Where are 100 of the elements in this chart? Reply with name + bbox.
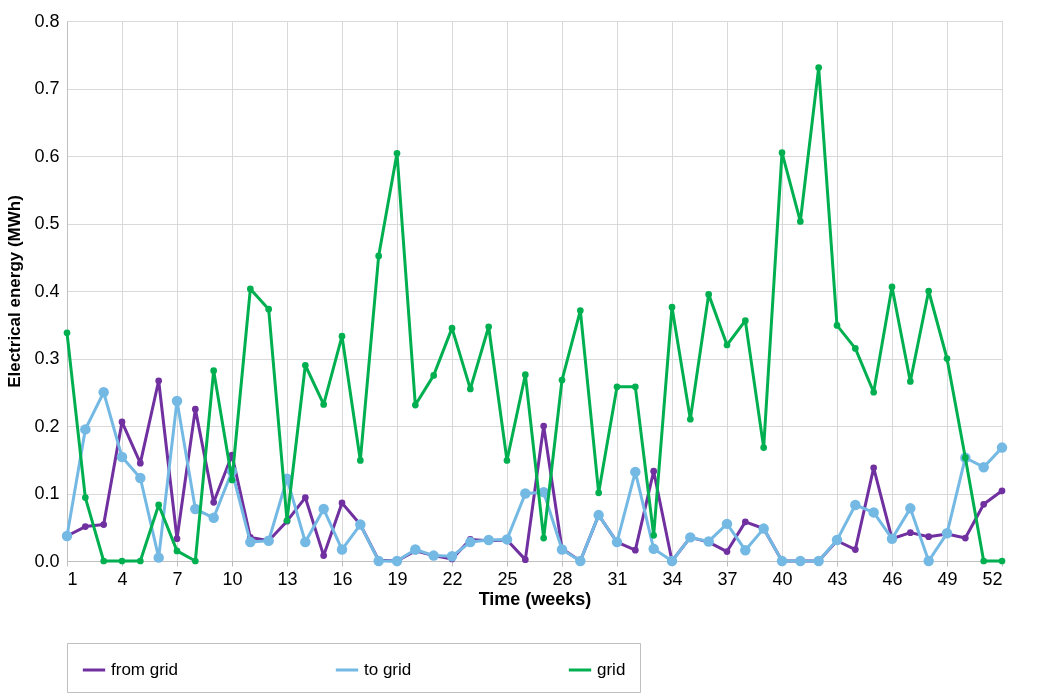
x-tick-label: 25 [497, 568, 518, 589]
point [208, 512, 219, 524]
x-axis-title: Time (weeks) [478, 588, 592, 609]
point [943, 355, 951, 362]
point [338, 499, 346, 507]
point [301, 494, 309, 501]
point [815, 64, 823, 71]
point [741, 518, 749, 526]
point [540, 534, 548, 542]
x-tick-label: 28 [552, 568, 573, 589]
x-tick-label: 34 [662, 568, 683, 589]
x-tick-label: 49 [937, 568, 958, 589]
point [998, 487, 1006, 495]
point [740, 544, 751, 556]
point [191, 557, 199, 565]
x-tick-label: 1 [67, 568, 78, 589]
point [870, 388, 878, 396]
point [446, 551, 458, 562]
point [996, 442, 1008, 453]
point [760, 444, 768, 451]
point [925, 533, 933, 541]
point [925, 287, 933, 295]
point [136, 557, 144, 565]
point [595, 489, 603, 497]
x-tick-label: 4 [117, 568, 128, 589]
point [466, 385, 474, 393]
point [118, 557, 126, 565]
point [210, 498, 218, 506]
point [338, 332, 346, 340]
point [210, 367, 218, 374]
y-tick-label: 0.3 [34, 348, 60, 368]
point [155, 501, 163, 509]
point [870, 464, 878, 472]
legend-label: grid [597, 660, 626, 679]
point [721, 518, 733, 530]
point [411, 401, 419, 409]
point [558, 376, 566, 384]
point [265, 305, 273, 313]
point [650, 467, 658, 475]
point [741, 317, 749, 325]
point [978, 461, 989, 473]
point [301, 361, 309, 369]
point [336, 544, 348, 555]
point [631, 383, 639, 391]
y-tick-label: 0.1 [34, 483, 60, 503]
point [521, 556, 529, 563]
point [320, 552, 328, 559]
point [356, 457, 364, 464]
point [80, 424, 91, 435]
point [98, 387, 109, 398]
x-tick-label: 40 [772, 568, 793, 589]
point [318, 503, 329, 515]
y-tick-label: 0.0 [34, 550, 60, 571]
point [923, 555, 934, 567]
point [668, 303, 676, 311]
point [63, 329, 71, 337]
x-tick-label: 52 [982, 568, 1003, 589]
y-tick-label: 0.6 [34, 145, 60, 166]
point [520, 488, 531, 499]
point [136, 459, 144, 467]
point [630, 466, 641, 478]
point [393, 149, 401, 157]
point [228, 476, 236, 484]
legend-label: to grid [364, 660, 412, 679]
point [631, 546, 639, 554]
x-tick-label: 19 [387, 568, 408, 589]
legend-label: from grid [111, 660, 179, 679]
point [576, 307, 584, 314]
point [171, 395, 183, 407]
point [246, 285, 254, 293]
point [796, 218, 804, 225]
point [155, 377, 163, 385]
point [961, 534, 969, 542]
point [613, 383, 621, 391]
point [850, 499, 861, 511]
y-tick-label: 0.5 [34, 213, 60, 233]
y-tick-label: 0.8 [34, 10, 60, 31]
point [100, 521, 108, 528]
point [503, 457, 511, 464]
x-tick-label: 31 [607, 568, 628, 589]
point [153, 552, 164, 563]
point [686, 415, 694, 423]
point [81, 494, 89, 501]
x-tick-label: 13 [277, 568, 298, 589]
point [980, 500, 988, 508]
y-tick-label: 0.7 [34, 78, 60, 98]
x-tick-label: 43 [827, 568, 848, 589]
point [81, 523, 89, 530]
point [521, 371, 529, 379]
x-tick-label: 46 [882, 568, 903, 589]
point [723, 341, 731, 349]
point [245, 536, 256, 548]
point [320, 401, 328, 408]
point [135, 472, 146, 484]
y-tick-label: 0.2 [34, 415, 60, 436]
x-tick-label: 10 [222, 568, 243, 589]
point [448, 324, 456, 332]
point [778, 149, 786, 156]
point [485, 323, 493, 331]
point [906, 378, 914, 385]
